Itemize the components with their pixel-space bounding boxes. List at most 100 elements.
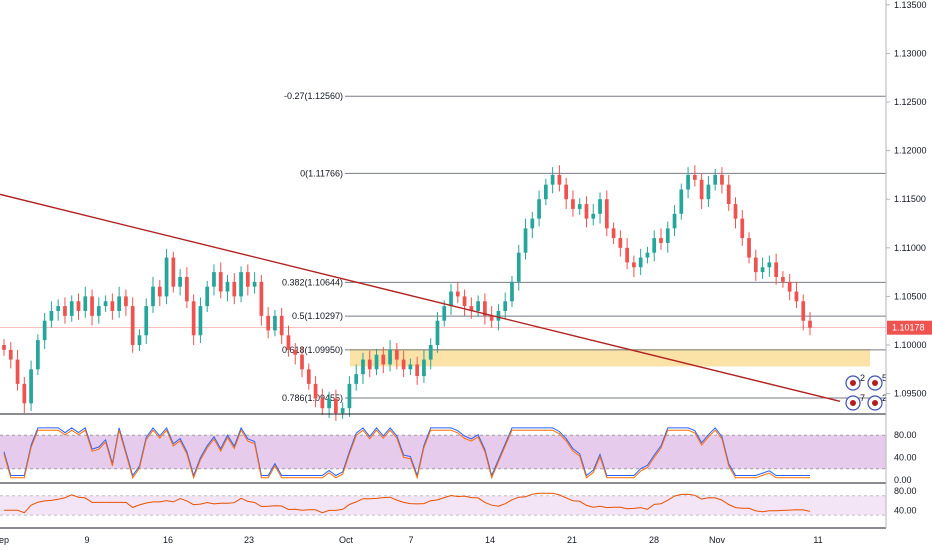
candle[interactable] (232, 273, 237, 305)
candle[interactable] (83, 286, 88, 318)
rsi-pane[interactable]: 80.00 40.00 (0, 486, 917, 529)
candle[interactable] (354, 364, 359, 391)
candle[interactable] (584, 196, 589, 228)
candle[interactable] (401, 350, 406, 378)
candle[interactable] (564, 177, 569, 209)
candle[interactable] (598, 192, 602, 224)
candle[interactable] (178, 269, 182, 296)
candle[interactable] (117, 286, 122, 318)
candle[interactable] (760, 257, 765, 279)
candle[interactable] (733, 197, 738, 229)
candle[interactable] (571, 190, 575, 217)
candle[interactable] (699, 172, 704, 209)
candle[interactable] (29, 360, 33, 412)
candle[interactable] (652, 230, 657, 262)
candle[interactable] (225, 275, 230, 302)
candle[interactable] (476, 295, 480, 317)
candle[interactable] (550, 167, 555, 194)
candle[interactable] (625, 238, 629, 270)
candle[interactable] (334, 389, 338, 421)
candle[interactable] (239, 266, 243, 303)
candle[interactable] (388, 340, 392, 372)
candle[interactable] (110, 293, 115, 320)
price-pane[interactable]: -0.27(1.12560) 0(1.11766) 0.382(1.10644) 0.… (0, 91, 887, 421)
candle[interactable] (381, 346, 386, 374)
candle[interactable] (794, 281, 799, 309)
candle[interactable] (801, 294, 806, 331)
candle[interactable] (428, 338, 433, 370)
candle[interactable] (591, 204, 596, 226)
event-badge[interactable]: 2 (845, 373, 865, 391)
candle[interactable] (22, 377, 27, 414)
candle[interactable] (753, 249, 758, 281)
candle[interactable] (340, 402, 345, 419)
candle[interactable] (259, 275, 264, 326)
candle[interactable] (151, 276, 155, 313)
candle[interactable] (205, 280, 210, 312)
candle[interactable] (706, 175, 711, 207)
candle[interactable] (726, 174, 731, 211)
candle[interactable] (69, 295, 74, 322)
candle[interactable] (604, 190, 609, 237)
candle[interactable] (279, 308, 284, 345)
candle[interactable] (103, 295, 108, 312)
candle[interactable] (63, 297, 67, 324)
candle[interactable] (164, 248, 169, 305)
candle[interactable] (320, 388, 325, 415)
candle[interactable] (293, 343, 298, 365)
candle[interactable] (212, 264, 216, 296)
candle[interactable] (632, 255, 636, 277)
candle[interactable] (273, 310, 277, 337)
candle[interactable] (96, 297, 101, 324)
candle[interactable] (124, 289, 128, 316)
candle[interactable] (686, 167, 690, 199)
candle[interactable] (144, 298, 149, 345)
candle[interactable] (137, 329, 142, 351)
candle[interactable] (198, 297, 203, 344)
candle[interactable] (462, 289, 467, 316)
candle[interactable] (191, 294, 196, 345)
candle[interactable] (611, 222, 616, 244)
candle[interactable] (157, 279, 162, 307)
candle[interactable] (774, 253, 778, 285)
candle[interactable] (692, 165, 697, 187)
candle[interactable] (645, 246, 650, 264)
candle[interactable] (720, 167, 724, 194)
candle[interactable] (56, 299, 61, 321)
candle[interactable] (679, 183, 684, 220)
candle[interactable] (306, 363, 311, 390)
candle[interactable] (442, 300, 447, 327)
candle[interactable] (286, 325, 291, 357)
candle[interactable] (252, 272, 257, 294)
candle[interactable] (36, 334, 40, 376)
stochastic-pane[interactable]: 80.00 40.00 0.00 (0, 426, 917, 485)
candle[interactable] (455, 281, 460, 304)
candle[interactable] (313, 376, 318, 408)
candle[interactable] (8, 342, 13, 369)
candle[interactable] (435, 311, 440, 353)
candle[interactable] (767, 255, 772, 277)
candle[interactable] (415, 356, 420, 385)
descending-trendline[interactable] (0, 193, 841, 403)
candle[interactable] (361, 352, 365, 384)
candle[interactable] (42, 312, 47, 349)
candle[interactable] (245, 264, 250, 296)
candle[interactable] (781, 271, 785, 288)
candle[interactable] (523, 218, 528, 260)
candle[interactable] (15, 349, 20, 391)
candle[interactable] (266, 307, 271, 339)
candle[interactable] (130, 297, 135, 353)
candle[interactable] (510, 276, 514, 308)
candle[interactable] (347, 376, 352, 417)
candle[interactable] (300, 345, 304, 378)
candle[interactable] (422, 349, 426, 383)
candle[interactable] (185, 267, 189, 309)
event-badge[interactable]: 7 (845, 393, 865, 411)
candle[interactable] (557, 165, 562, 192)
candle[interactable] (76, 293, 81, 320)
candle[interactable] (530, 211, 535, 239)
candle[interactable] (672, 205, 677, 237)
candle[interactable] (659, 228, 663, 250)
candle[interactable] (638, 248, 643, 276)
